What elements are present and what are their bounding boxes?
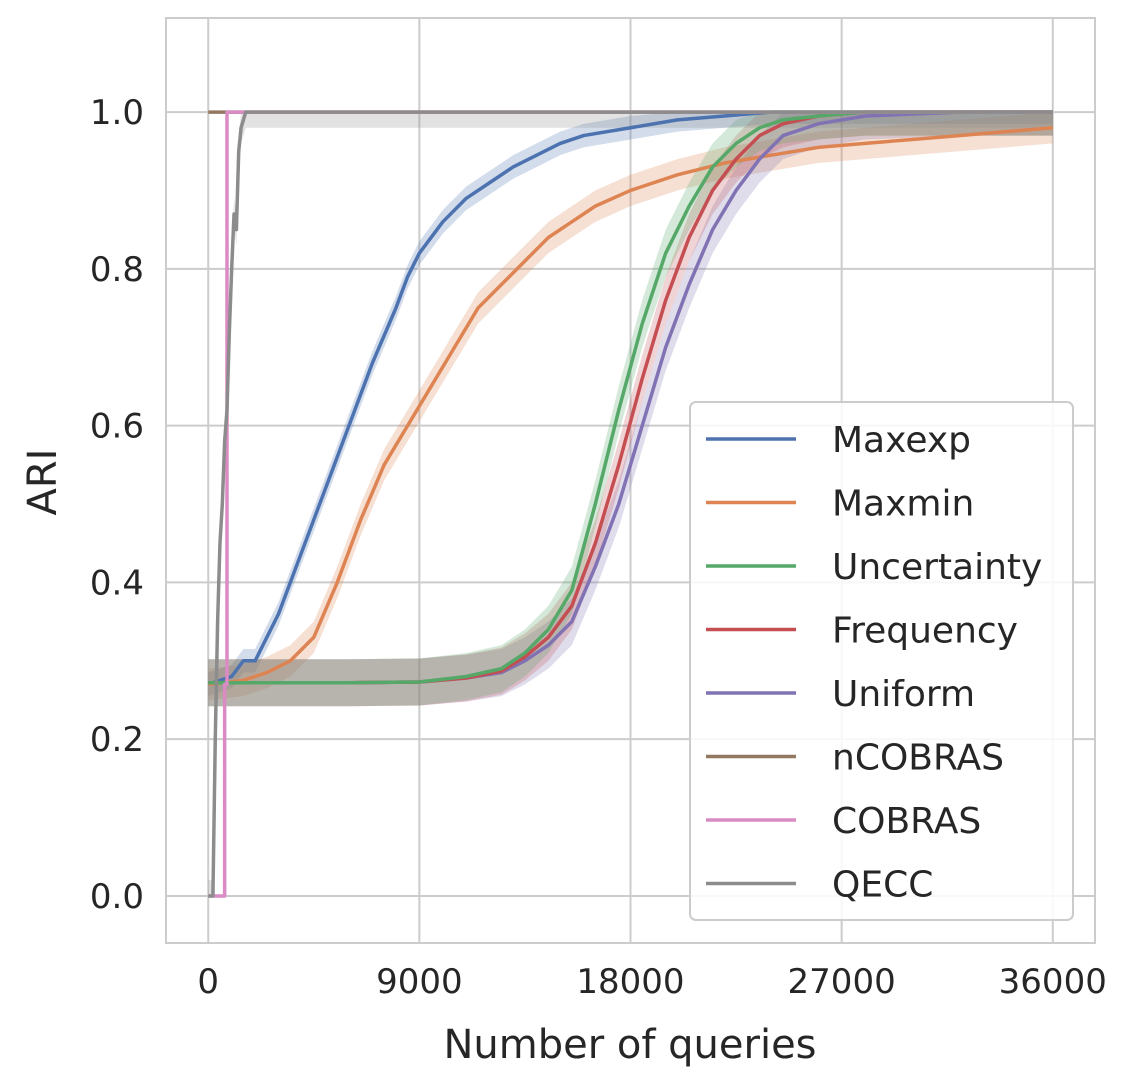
band-frequency (208, 112, 1053, 707)
series-line-uncertainty (208, 110, 1053, 685)
legend-label-cobras: COBRAS (832, 801, 981, 842)
y-tick-labels: 0.0 0.2 0.4 0.6 0.8 1.0 (90, 93, 144, 917)
legend: Maxexp Maxmin Uncertainty Frequency Uniform n… (689, 401, 1074, 921)
y-tick-label: 0.2 (90, 720, 144, 760)
x-tick-label: 9000 (376, 962, 463, 1002)
x-tick-label: 36000 (999, 962, 1107, 1002)
x-tick-labels: 0 9000 18000 27000 36000 (197, 962, 1106, 1002)
x-tick-label: 18000 (576, 962, 684, 1002)
x-axis-label: Number of queries (443, 1022, 816, 1068)
series-line-maxexp (207, 110, 1053, 686)
legend-label-maxexp: Maxexp (832, 420, 971, 461)
y-tick-label: 0.0 (90, 877, 144, 917)
legend-label-maxmin: Maxmin (832, 484, 974, 525)
y-axis-label: ARI (20, 449, 66, 516)
y-tick-label: 0.8 (90, 250, 144, 290)
series-lines (207, 110, 1053, 898)
y-tick-label: 0.4 (90, 563, 144, 603)
y-tick-label: 0.6 (90, 407, 144, 447)
x-tick-label: 0 (197, 962, 219, 1002)
legend-label-ncobras: nCOBRAS (832, 738, 1004, 779)
legend-label-qecc: QECC (832, 865, 933, 906)
x-tick-label: 27000 (788, 962, 896, 1002)
series-line-qecc (208, 110, 1053, 898)
confidence-bands (208, 112, 1053, 896)
legend-label-frequency: Frequency (832, 611, 1018, 652)
series-line-maxmin (208, 126, 1053, 687)
band-maxexp (208, 112, 1053, 697)
y-tick-label: 1.0 (90, 93, 144, 133)
legend-label-uniform: Uniform (832, 674, 975, 715)
legend-label-uncertainty: Uncertainty (832, 547, 1042, 588)
legend-box (689, 401, 1074, 921)
